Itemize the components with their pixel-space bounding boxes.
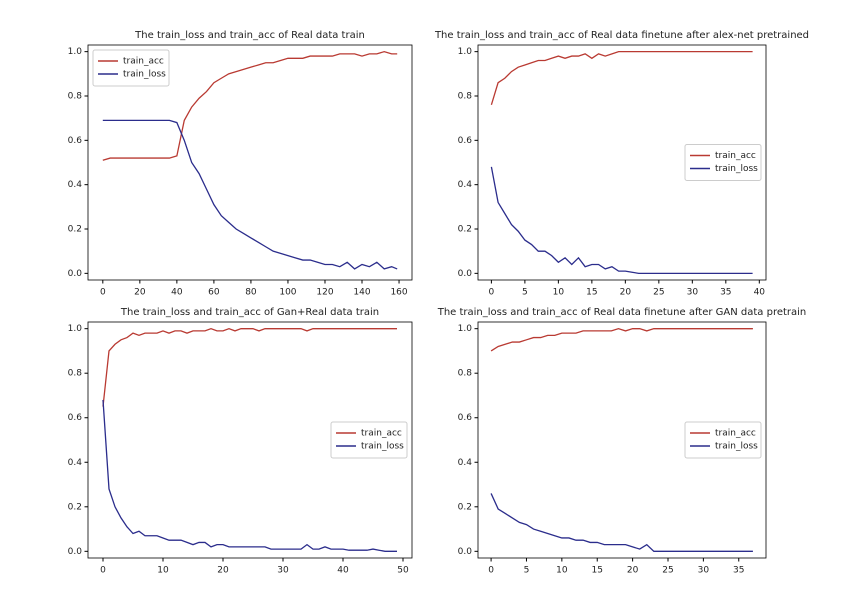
axes-frame [87, 321, 413, 559]
series-line [490, 166, 753, 274]
subplot: The train_loss and train_acc of Gan+Real… [68, 307, 413, 576]
y-tick-label: 0.6 [68, 136, 83, 146]
x-tick-label: 35 [720, 288, 731, 298]
x-tick-label: 80 [245, 288, 257, 298]
x-tick-label: 0 [488, 566, 494, 576]
axes-frame [477, 44, 767, 281]
subplot: The train_loss and train_acc of Real dat… [68, 30, 413, 298]
y-tick-label: 0.8 [68, 91, 83, 101]
x-tick-label: 10 [157, 566, 169, 576]
x-tick-label: 0 [100, 288, 106, 298]
legend-label: train_acc [123, 57, 164, 67]
y-tick-label: 1.0 [68, 47, 83, 57]
x-tick-label: 0 [100, 566, 106, 576]
x-tick-label: 160 [390, 288, 407, 298]
x-tick-label: 20 [627, 566, 639, 576]
legend: train_acc train_loss [330, 421, 408, 459]
x-tick-label: 35 [733, 566, 744, 576]
y-tick-label: 0.2 [68, 502, 82, 512]
y-tick-label: 0.4 [68, 180, 83, 190]
subplot: The train_loss and train_acc of Real dat… [437, 307, 807, 576]
y-tick-label: 0.8 [68, 369, 83, 379]
y-tick-label: 1.0 [68, 324, 83, 334]
x-tick-label: 30 [277, 566, 289, 576]
y-tick-label: 1.0 [458, 324, 473, 334]
legend-label: train_loss [715, 164, 758, 174]
y-tick-label: 0.8 [458, 91, 473, 101]
subplot-title: The train_loss and train_acc of Real dat… [434, 30, 809, 41]
axes-frame [477, 321, 767, 559]
x-tick-label: 60 [208, 288, 220, 298]
y-tick-label: 1.0 [458, 47, 473, 57]
legend-label: train_loss [123, 70, 166, 80]
y-tick-label: 0.0 [458, 269, 473, 279]
y-tick-label: 0.0 [68, 269, 83, 279]
x-tick-label: 0 [489, 288, 495, 298]
y-tick-label: 0.4 [458, 458, 473, 468]
series-line [490, 327, 753, 352]
x-tick-label: 10 [556, 566, 568, 576]
x-tick-label: 25 [662, 566, 673, 576]
x-tick-label: 20 [620, 288, 632, 298]
legend-box [684, 421, 762, 459]
legend: train_acc train_loss [92, 49, 170, 87]
x-tick-label: 40 [337, 566, 349, 576]
x-tick-label: 10 [553, 288, 565, 298]
subplot-title: The train_loss and train_acc of Real dat… [437, 307, 807, 318]
series-line [102, 327, 397, 407]
legend-label: train_loss [715, 442, 758, 452]
x-tick-label: 100 [279, 288, 296, 298]
x-tick-label: 50 [397, 566, 409, 576]
x-tick-label: 30 [687, 288, 699, 298]
subplot-title: The train_loss and train_acc of Real dat… [134, 30, 365, 41]
subplot-title: The train_loss and train_acc of Gan+Real… [120, 307, 379, 318]
x-tick-label: 5 [524, 566, 530, 576]
y-tick-label: 0.6 [458, 136, 473, 146]
y-tick-label: 0.2 [458, 225, 472, 235]
legend-box [330, 421, 408, 459]
legend-label: train_loss [361, 442, 404, 452]
x-tick-label: 20 [217, 566, 229, 576]
y-tick-label: 0.8 [458, 369, 473, 379]
x-tick-label: 40 [171, 288, 183, 298]
y-tick-label: 0.0 [458, 547, 473, 557]
x-tick-label: 20 [134, 288, 146, 298]
x-tick-label: 15 [586, 288, 597, 298]
legend-box [92, 49, 170, 87]
y-tick-label: 0.4 [68, 458, 83, 468]
subplot: The train_loss and train_acc of Real dat… [434, 30, 809, 298]
series-line [102, 50, 398, 161]
legend: train_acc train_loss [684, 421, 762, 459]
axes-frame [87, 44, 413, 281]
y-tick-label: 0.4 [458, 180, 473, 190]
x-tick-label: 40 [754, 288, 766, 298]
x-tick-label: 25 [653, 288, 664, 298]
series-line [490, 493, 753, 552]
y-tick-label: 0.6 [458, 413, 473, 423]
legend-label: train_acc [361, 429, 402, 439]
legend-box [684, 144, 762, 181]
legend-label: train_acc [715, 151, 756, 161]
y-tick-label: 0.6 [68, 413, 83, 423]
x-tick-label: 120 [316, 288, 333, 298]
series-line [102, 399, 397, 552]
x-tick-label: 15 [592, 566, 603, 576]
legend-label: train_acc [715, 429, 756, 439]
y-tick-label: 0.2 [458, 502, 472, 512]
x-tick-label: 5 [522, 288, 528, 298]
series-line [490, 51, 753, 106]
series-line [102, 119, 398, 270]
legend: train_acc train_loss [684, 144, 762, 181]
x-tick-label: 140 [353, 288, 370, 298]
y-tick-label: 0.2 [68, 225, 82, 235]
y-tick-label: 0.0 [68, 547, 83, 557]
x-tick-label: 30 [698, 566, 710, 576]
